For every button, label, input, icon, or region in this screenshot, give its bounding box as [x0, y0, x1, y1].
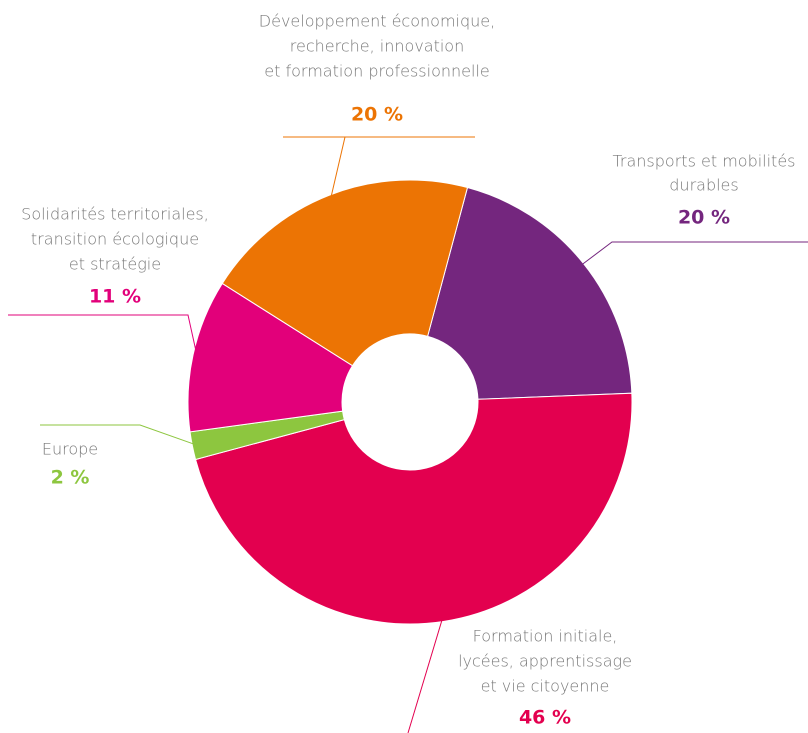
slice-label: Europe	[42, 440, 98, 459]
slice-label: transition écologique	[31, 230, 199, 249]
slice-label: durables	[669, 176, 738, 195]
leader-line	[407, 617, 444, 733]
value-label: 20 %	[678, 207, 730, 229]
slice-label: lycées, apprentissage	[458, 652, 632, 671]
value-label: 20 %	[351, 104, 403, 126]
value-label: 46 %	[519, 707, 571, 729]
slice-label: et vie citoyenne	[481, 677, 610, 696]
slice-label: Formation initiale,	[473, 627, 618, 646]
slice-label: Développement économique,	[259, 12, 495, 31]
value-label: 11 %	[89, 286, 141, 308]
leader-line	[579, 241, 808, 267]
value-label: 2 %	[51, 467, 90, 489]
slice	[187, 282, 354, 433]
slice-label: et stratégie	[69, 255, 161, 274]
slice-label: Transports et mobilités	[612, 152, 795, 171]
leader-line	[40, 424, 197, 446]
slice	[426, 186, 633, 400]
slice-label: recherche, innovation	[290, 37, 464, 56]
slice-label: Solidarités territoriales,	[21, 205, 209, 224]
slice-label: et formation professionnelle	[264, 62, 489, 81]
slice	[221, 179, 469, 367]
slice	[194, 392, 633, 625]
leader-line	[330, 136, 346, 200]
leader-line	[8, 314, 198, 356]
